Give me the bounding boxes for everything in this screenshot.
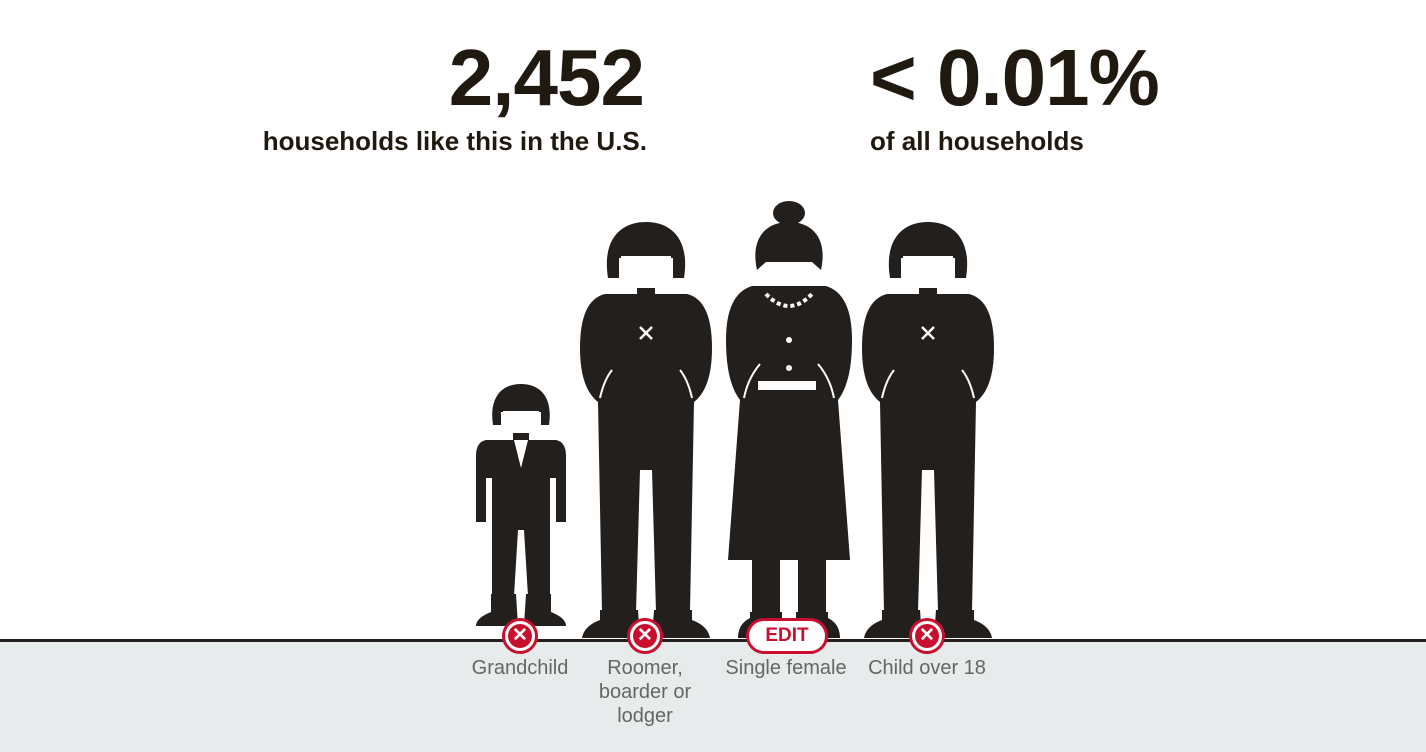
roomer-figure-icon bbox=[580, 222, 712, 638]
close-icon: ✕ bbox=[915, 624, 939, 648]
member-label-child-over-18: Child over 18 bbox=[868, 657, 986, 679]
households-percent: < 0.01% bbox=[870, 33, 1160, 122]
remove-grandchild-button[interactable]: ✕ bbox=[502, 618, 538, 654]
child-over-18-figure-icon bbox=[862, 222, 994, 638]
close-icon: ✕ bbox=[508, 624, 532, 648]
households-count-label: households like this in the U.S. bbox=[262, 126, 647, 156]
single-female-figure-icon bbox=[726, 201, 852, 638]
edit-single-female-button[interactable]: EDIT bbox=[746, 618, 828, 654]
member-label-roomer: Roomer, boarder or lodger bbox=[598, 657, 692, 727]
grandchild-figure-icon bbox=[476, 384, 566, 626]
remove-roomer-button[interactable]: ✕ bbox=[627, 618, 663, 654]
households-percent-label: of all households bbox=[870, 126, 1084, 156]
remove-child-over-18-button[interactable]: ✕ bbox=[909, 618, 945, 654]
households-count: 2,452 bbox=[448, 33, 645, 122]
member-label-single-female: Single female bbox=[725, 657, 847, 679]
close-icon: ✕ bbox=[633, 624, 657, 648]
member-label-grandchild: Grandchild bbox=[471, 657, 569, 679]
ground-floor bbox=[0, 639, 1426, 752]
